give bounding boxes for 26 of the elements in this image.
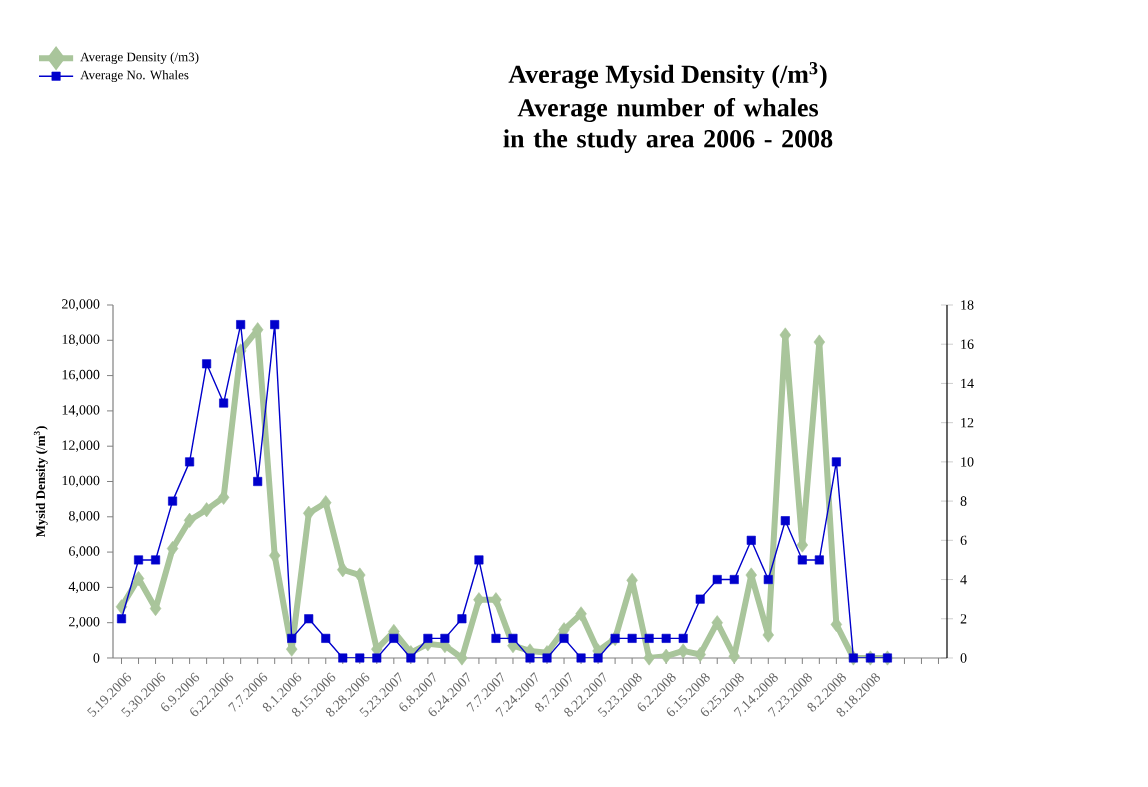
y-tick-label: 14,000 — [62, 405, 100, 417]
y2-tick-label: 12 — [961, 418, 974, 428]
y-tick-label: 18,000 — [62, 334, 100, 347]
y2-tick-label: 16 — [961, 339, 974, 349]
y-tick-label: 10,000 — [62, 475, 100, 488]
y2-tick-label: 8 — [960, 496, 967, 506]
y2-tick-label: 14 — [961, 378, 974, 389]
legend-label: Average Density (/m3) — [80, 52, 199, 64]
y2-tick-label: 18 — [961, 300, 974, 310]
y2-tick-label: 4 — [960, 574, 967, 585]
y-tick-label: 0 — [93, 653, 100, 663]
y-tick-label: 8,000 — [68, 511, 100, 523]
y-tick-label: 4,000 — [68, 581, 100, 594]
legend-label: Average No. Whales — [80, 70, 189, 82]
y2-tick-label: 10 — [961, 457, 974, 467]
y2-tick-label: 2 — [960, 614, 967, 624]
y-tick-label: 16,000 — [62, 369, 100, 382]
y2-tick-label: 6 — [960, 535, 967, 546]
chart-subtitle: Average number of whales in the study area 2006 - 2008 — [503, 98, 833, 153]
y-axis-title: Mysid Density (/m$^{3}$) — [33, 426, 48, 538]
y-tick-label: 12,000 — [62, 440, 100, 452]
chart-title: Average Mysid Density (/m$^{3}$) — [508, 62, 827, 89]
y2-tick-label: 0 — [960, 653, 967, 663]
y-tick-label: 20,000 — [62, 299, 100, 311]
y-tick-label: 6,000 — [69, 546, 100, 558]
y-tick-label: 2,000 — [69, 616, 100, 629]
